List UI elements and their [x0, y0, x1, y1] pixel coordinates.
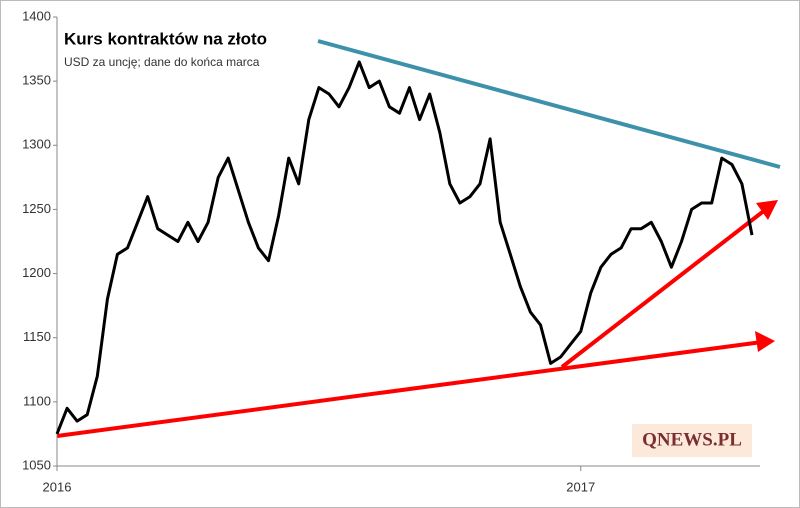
arrow-head	[755, 331, 775, 352]
x-tick-label: 2017	[566, 479, 595, 494]
trend-line	[560, 208, 767, 369]
chart-title: Kurs kontraktów na złoto	[64, 29, 267, 48]
trend-line	[317, 39, 781, 169]
y-tick-label: 1300	[22, 137, 51, 152]
y-tick-label: 1100	[23, 393, 51, 408]
data-line	[55, 60, 754, 435]
y-tick-label: 1150	[23, 329, 51, 344]
x-tick-label: 2016	[43, 479, 72, 494]
y-tick-label: 1050	[22, 457, 51, 472]
y-tick-label: 1250	[22, 201, 51, 216]
trend-line	[56, 340, 763, 438]
arrow-head	[756, 200, 778, 220]
y-tick-label: 1200	[22, 265, 51, 280]
watermark: QNEWS.PL	[642, 429, 742, 450]
chart-subtitle: USD za uncję; dane do końca marca	[64, 55, 260, 69]
y-tick-label: 1350	[22, 73, 51, 88]
y-tick-label: 1400	[22, 8, 51, 23]
watermark-box	[632, 424, 752, 457]
